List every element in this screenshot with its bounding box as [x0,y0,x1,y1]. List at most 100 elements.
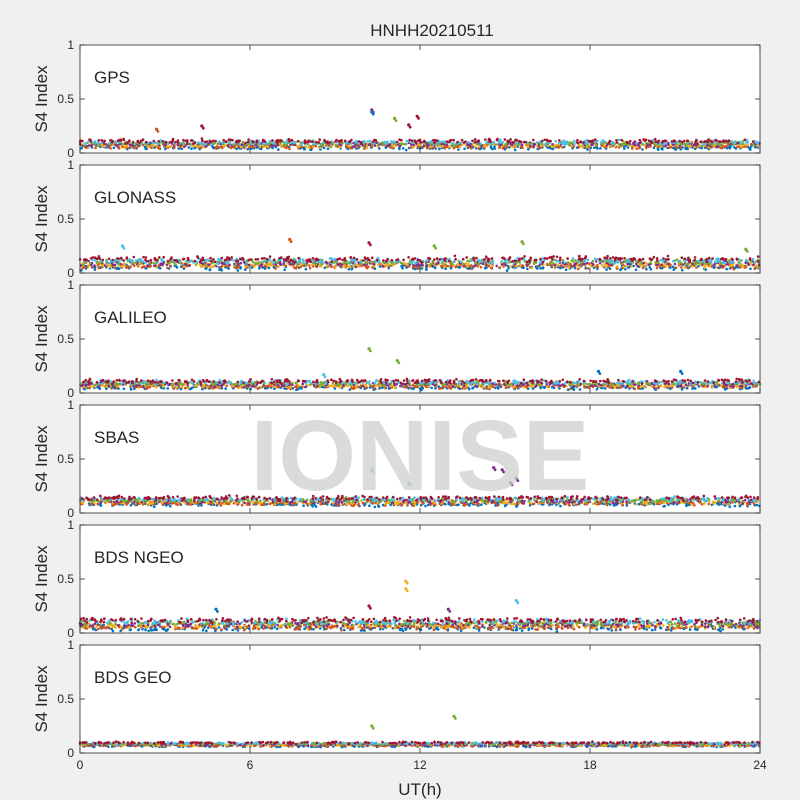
data-point [325,264,329,267]
data-point [101,384,105,387]
spike-point [201,126,205,130]
panel-label: GLONASS [94,188,176,207]
data-point [616,265,619,269]
data-point [110,387,113,390]
data-point [141,143,145,147]
data-point [584,255,588,258]
data-point [623,147,626,150]
data-point [411,146,415,149]
data-point [721,385,725,389]
data-point [425,266,428,270]
data-point [260,257,264,260]
data-point [368,383,372,386]
data-point [301,382,305,386]
data-point [209,265,212,269]
data-point [359,260,363,264]
data-point [739,145,743,148]
data-point [526,144,530,148]
data-point [323,266,327,270]
data-point [709,139,712,143]
data-point [239,145,243,149]
data-point [452,144,455,147]
data-point [144,258,147,262]
data-point [554,140,557,143]
data-point [621,385,624,388]
data-point [684,262,688,266]
y-tick-label: 0.5 [57,212,74,226]
data-point [641,257,645,261]
data-point [418,138,422,142]
data-point [334,144,338,148]
data-point [439,144,443,148]
data-point [164,143,167,146]
data-point [644,385,647,388]
data-point [97,139,101,142]
data-point [473,145,477,148]
data-point [166,266,169,270]
data-point [457,148,460,151]
data-point [655,257,659,260]
data-point [477,262,481,266]
data-point [577,146,581,149]
data-point [496,385,500,388]
data-point [729,142,733,146]
y-axis-label: S4 Index [32,65,51,133]
data-point [448,144,451,148]
data-point [589,264,592,268]
data-point [87,144,91,147]
data-point [328,257,332,260]
data-point [647,139,651,142]
data-point [727,259,731,263]
data-point [667,141,670,145]
data-point [621,142,624,146]
data-point [672,268,676,272]
data-point [407,255,410,259]
data-point [352,141,355,145]
data-point [641,143,645,146]
data-point [602,265,606,269]
data-point [473,138,477,141]
data-point [545,257,549,260]
data-point [186,386,190,390]
data-point [532,138,535,142]
data-point [493,145,496,148]
data-point [168,382,172,386]
data-point [435,139,438,142]
data-point [365,146,369,149]
data-point [526,267,529,271]
data-point [312,383,316,387]
data-point [206,385,209,389]
data-point [476,139,480,143]
data-point [190,147,193,150]
data-point [224,387,227,390]
data-point [94,146,97,150]
data-point [254,261,257,265]
data-point [663,139,667,142]
data-point [433,258,436,261]
data-point [525,260,529,264]
data-point [413,139,417,143]
data-point [576,138,579,142]
data-point [132,255,136,259]
data-point [708,142,712,145]
data-point [200,137,204,140]
data-point [635,147,638,150]
data-point [429,262,433,266]
data-point [624,268,627,271]
data-point [352,256,356,260]
data-point [202,383,206,387]
data-point [530,142,533,145]
data-point [654,386,658,390]
data-point [297,139,300,143]
data-point [585,145,589,149]
data-point [745,387,748,390]
data-point [135,384,138,387]
data-point [299,143,303,147]
data-point [272,142,275,145]
data-point [587,139,591,143]
data-point [467,267,471,271]
data-point [503,383,507,387]
data-point [104,143,108,146]
data-point [145,384,149,387]
